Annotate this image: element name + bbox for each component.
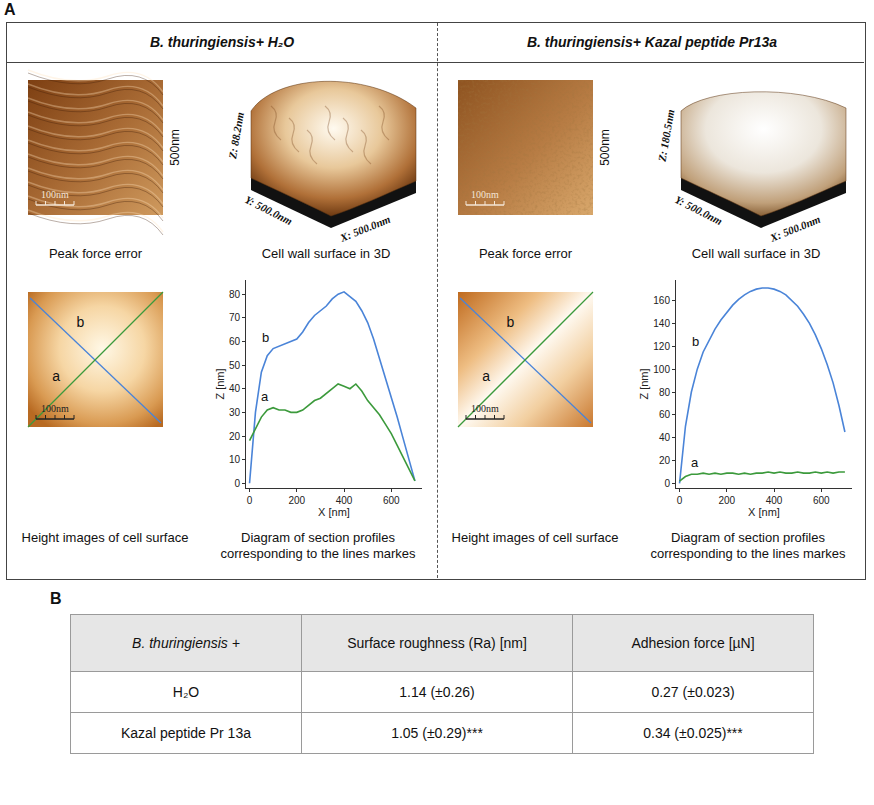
- svg-text:400: 400: [766, 495, 783, 506]
- svg-text:10: 10: [229, 454, 241, 465]
- html-text:0.34 (±0.025)***: 0.34 (±0.025)***: [643, 725, 743, 741]
- html-text:Kazal peptide Pr 13a: Kazal peptide Pr 13a: [121, 725, 251, 741]
- svg-text:60: 60: [229, 336, 241, 347]
- svg-text:Cell wall surface in 3D: Cell wall surface in 3D: [692, 246, 821, 261]
- svg-text:20: 20: [229, 431, 241, 442]
- svg-text:Peak force error: Peak force error: [479, 246, 573, 261]
- svg-text:120: 120: [653, 341, 670, 352]
- svg-text:X: 500.0nm: X: 500.0nm: [767, 213, 822, 245]
- html-text:H₂O: H₂O: [172, 684, 200, 700]
- svg-text:a: a: [482, 368, 490, 384]
- svg-text:a: a: [261, 389, 269, 404]
- svg-text:Y: 500.0nm: Y: 500.0nm: [673, 193, 725, 227]
- svg-text:Z: 180.5nm: Z: 180.5nm: [655, 108, 676, 163]
- svg-text:160: 160: [653, 295, 670, 306]
- svg-text:B. thuringiensis+ H₂O: B. thuringiensis+ H₂O: [150, 34, 294, 50]
- svg-text:200: 200: [718, 495, 735, 506]
- svg-text:600: 600: [383, 495, 400, 506]
- html-text:B: B: [50, 590, 62, 607]
- svg-text:Peak force error: Peak force error: [49, 246, 143, 261]
- svg-text:30: 30: [229, 407, 241, 418]
- html-text:Diagram of section profiles co: Diagram of section profiles correspondin…: [220, 530, 416, 561]
- html-text:Height images of cell surface: Height images of cell surface: [21, 530, 189, 545]
- svg-text:100: 100: [653, 364, 670, 375]
- svg-text:Y: 500.0nm: Y: 500.0nm: [243, 193, 295, 227]
- svg-text:0: 0: [234, 478, 240, 489]
- svg-text:80: 80: [659, 387, 671, 398]
- html-text:Height images of cell surface: Height images of cell surface: [451, 530, 619, 545]
- svg-text:B. thuringiensis+ Kazal peptid: B. thuringiensis+ Kazal peptide Pr13a: [527, 34, 777, 50]
- svg-text:b: b: [262, 330, 269, 345]
- svg-text:100nm: 100nm: [471, 189, 499, 200]
- svg-text:60: 60: [659, 409, 671, 420]
- svg-text:20: 20: [659, 455, 671, 466]
- svg-text:500nm: 500nm: [598, 129, 612, 166]
- svg-text:140: 140: [653, 318, 670, 329]
- svg-text:a: a: [691, 455, 699, 470]
- svg-text:80: 80: [229, 289, 241, 300]
- svg-text:400: 400: [336, 495, 353, 506]
- svg-text:b: b: [507, 314, 515, 330]
- svg-text:40: 40: [659, 432, 671, 443]
- svg-text:a: a: [52, 368, 60, 384]
- svg-text:Z [nm]: Z [nm]: [638, 368, 650, 399]
- html-text:Surface roughness (Ra) [nm]: Surface roughness (Ra) [nm]: [347, 635, 527, 651]
- svg-text:Z: 88.2nm: Z: 88.2nm: [226, 111, 246, 161]
- svg-text:0: 0: [664, 478, 670, 489]
- html-text:0.27 (±0.023): 0.27 (±0.023): [651, 684, 735, 700]
- html-text:1.14 (±0.26): 1.14 (±0.26): [399, 684, 475, 700]
- html-text:1.05 (±0.29)***: 1.05 (±0.29)***: [391, 725, 483, 741]
- svg-text:200: 200: [288, 495, 305, 506]
- svg-text:b: b: [692, 334, 699, 349]
- svg-text:X: 500.0nm: X: 500.0nm: [337, 213, 392, 245]
- html-text:A: A: [4, 1, 16, 18]
- svg-text:100nm: 100nm: [41, 189, 69, 200]
- svg-text:Z [nm]: Z [nm]: [214, 368, 226, 399]
- svg-text:50: 50: [229, 360, 241, 371]
- html-text:Adhesion force [µN]: Adhesion force [µN]: [631, 635, 755, 651]
- svg-text:100nm: 100nm: [471, 403, 499, 414]
- svg-text:100nm: 100nm: [41, 403, 69, 414]
- svg-text:70: 70: [229, 312, 241, 323]
- html-text:B. thuringiensis +: B. thuringiensis +: [132, 635, 240, 651]
- html-text:Diagram of section profiles co: Diagram of section profiles correspondin…: [650, 530, 846, 561]
- svg-text:0: 0: [677, 495, 683, 506]
- svg-text:b: b: [77, 314, 85, 330]
- svg-text:500nm: 500nm: [168, 129, 182, 166]
- svg-text:600: 600: [813, 495, 830, 506]
- svg-text:X [nm]: X [nm]: [318, 506, 350, 518]
- svg-text:Cell wall surface in 3D: Cell wall surface in 3D: [262, 246, 391, 261]
- svg-text:X [nm]: X [nm]: [748, 506, 780, 518]
- svg-text:40: 40: [229, 383, 241, 394]
- svg-text:0: 0: [247, 495, 253, 506]
